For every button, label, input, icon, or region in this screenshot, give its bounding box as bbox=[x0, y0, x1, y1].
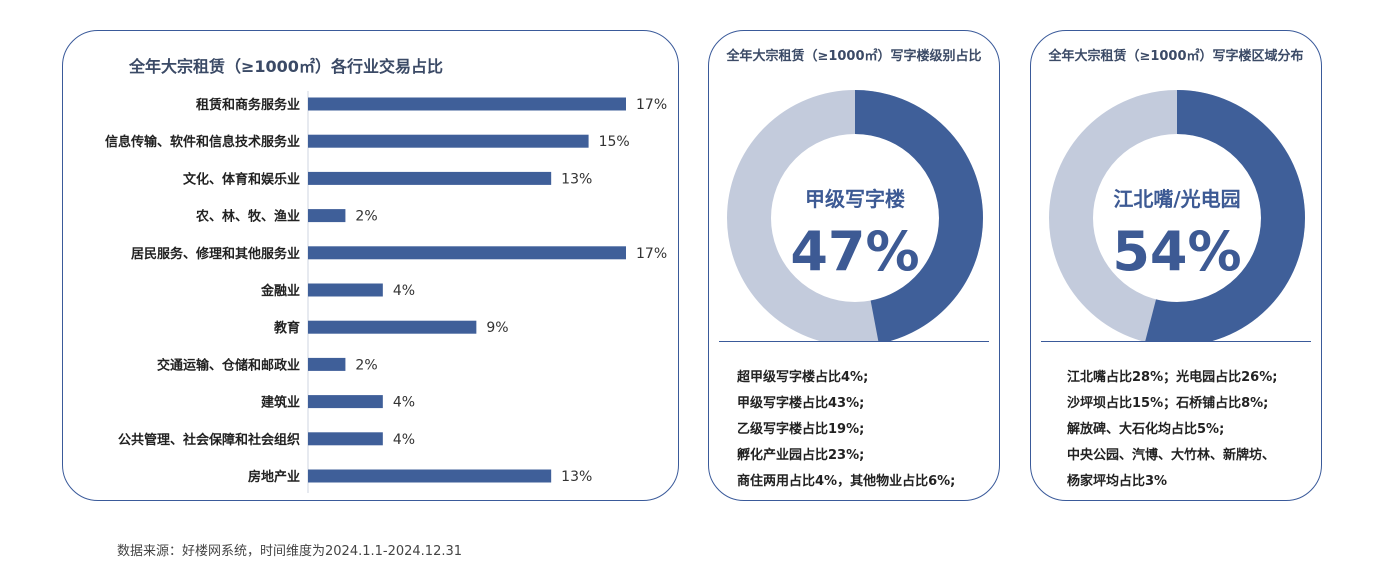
bar bbox=[308, 246, 626, 260]
note-line: 江北嘴占比28%；光电园占比26%; bbox=[1067, 370, 1278, 385]
divider bbox=[1041, 341, 1311, 342]
donut-center-label: 甲级写字楼 bbox=[805, 187, 905, 211]
bar bbox=[308, 171, 552, 185]
donut-main-segment bbox=[727, 90, 983, 341]
industry-bar-chart-card: 全年大宗租赁（≥1000㎡）各行业交易占比 租赁和商务服务业 17% 信息传输、软件… bbox=[62, 30, 679, 501]
value-label: 13% bbox=[561, 469, 592, 485]
value-label: 2% bbox=[355, 357, 377, 373]
note-line: 乙级写字楼占比19%; bbox=[737, 422, 865, 437]
note-line: 解放碑、大石化均占比5%; bbox=[1067, 422, 1225, 437]
category-label: 公共管理、社会保障和社会组织 bbox=[118, 432, 300, 448]
value-label: 15% bbox=[599, 134, 630, 150]
bar bbox=[308, 134, 589, 148]
bar bbox=[308, 357, 346, 371]
note-line: 甲级写字楼占比43%; bbox=[737, 396, 865, 411]
office-district-notes: 江北嘴占比28%；光电园占比26%; 沙坪坝占比15%；石桥铺占比8%; 解放碑… bbox=[1067, 365, 1277, 495]
donut-center-label: 江北嘴/光电园 bbox=[1113, 187, 1240, 211]
category-label: 租赁和商务服务业 bbox=[196, 97, 300, 113]
note-line: 沙坪坝占比15%；石桥铺占比8%; bbox=[1067, 396, 1269, 411]
note-line: 超甲级写字楼占比4%; bbox=[737, 370, 869, 385]
category-label: 房地产业 bbox=[248, 469, 300, 485]
category-label: 教育 bbox=[273, 320, 300, 336]
value-label: 17% bbox=[636, 246, 667, 262]
category-label: 金融业 bbox=[260, 283, 300, 299]
category-label: 信息传输、软件和信息技术服务业 bbox=[105, 134, 300, 150]
value-label: 2% bbox=[355, 209, 377, 225]
office-grade-title: 全年大宗租赁（≥1000㎡）写字楼级别占比 bbox=[726, 49, 982, 64]
office-district-title: 全年大宗租赁（≥1000㎡）写字楼区域分布 bbox=[1048, 49, 1304, 64]
bar bbox=[308, 320, 477, 334]
bar bbox=[308, 97, 626, 111]
value-label: 4% bbox=[393, 283, 415, 299]
value-label: 17% bbox=[636, 97, 667, 113]
note-line: 商住两用占比4%，其他物业占比6%; bbox=[737, 474, 956, 489]
industry-bar-chart: 租赁和商务服务业 17% 信息传输、软件和信息技术服务业 15% 文化、体育和娱乐业 13… bbox=[105, 91, 667, 493]
bar bbox=[308, 283, 383, 297]
divider bbox=[719, 341, 989, 342]
note-line: 孵化产业园占比23%; bbox=[737, 448, 865, 463]
donut-center-value: 47% bbox=[790, 220, 919, 283]
donut-main-segment bbox=[1049, 90, 1305, 341]
value-label: 4% bbox=[393, 395, 415, 411]
category-label: 居民服务、修理和其他服务业 bbox=[131, 246, 300, 262]
bar-chart-title: 全年大宗租赁（≥1000㎡）各行业交易占比 bbox=[129, 57, 443, 76]
bar bbox=[308, 432, 383, 446]
office-grade-donut-chart: 甲级写字楼 47% bbox=[727, 90, 983, 341]
office-district-card: 全年大宗租赁（≥1000㎡）写字楼区域分布 江北嘴/光电园 54% 江北嘴占比28… bbox=[1030, 30, 1322, 501]
office-district-donut-chart: 江北嘴/光电园 54% bbox=[1049, 90, 1305, 341]
category-label: 交通运输、仓储和邮政业 bbox=[157, 357, 300, 373]
note-line: 中央公园、汽博、大竹林、新牌坊、 bbox=[1067, 448, 1276, 463]
value-label: 13% bbox=[561, 171, 592, 187]
note-line: 杨家坪均占比3% bbox=[1067, 474, 1168, 489]
category-label: 文化、体育和娱乐业 bbox=[183, 171, 300, 187]
data-source-note: 数据来源：好楼网系统，时间维度为2024.1.1-2024.12.31 bbox=[117, 544, 463, 559]
office-grade-notes: 超甲级写字楼占比4%; 甲级写字楼占比43%; 乙级写字楼占比19%; 孵化产业… bbox=[737, 365, 955, 495]
bar bbox=[308, 469, 552, 483]
donut-center-value: 54% bbox=[1112, 220, 1241, 283]
value-label: 9% bbox=[486, 320, 508, 336]
bar bbox=[308, 395, 383, 409]
category-label: 农、林、牧、渔业 bbox=[195, 209, 300, 225]
category-label: 建筑业 bbox=[261, 395, 300, 411]
bar bbox=[308, 209, 346, 223]
value-label: 4% bbox=[393, 432, 415, 448]
office-grade-card: 全年大宗租赁（≥1000㎡）写字楼级别占比 甲级写字楼 47% 超甲级写字楼占比4… bbox=[708, 30, 1000, 501]
